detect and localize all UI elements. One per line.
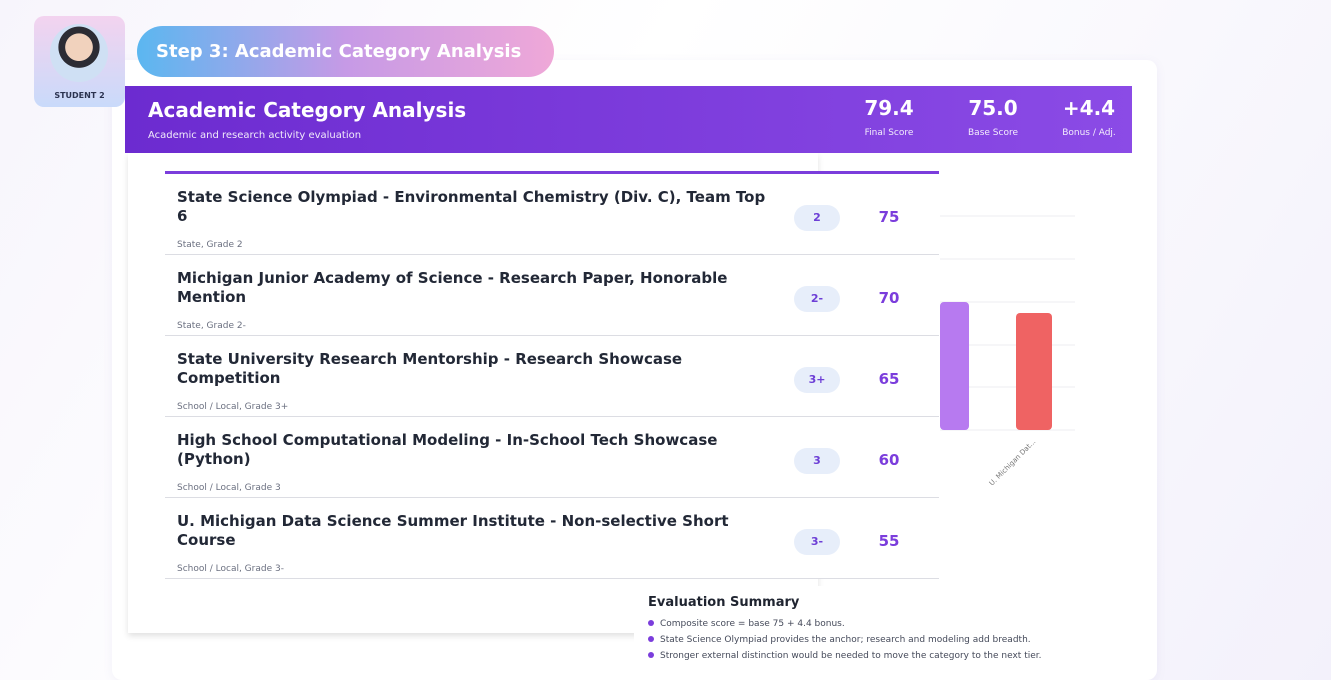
header-title: Academic Category Analysis — [148, 98, 467, 122]
chart-fragment: U. Michigan Dat... — [940, 160, 1105, 585]
activity-title: U. Michigan Data Science Summer Institut… — [177, 512, 729, 549]
student-avatar[interactable]: STUDENT 2 — [34, 16, 125, 107]
score-label: Bonus / Adj. — [1062, 128, 1116, 138]
score-value: 79.4 — [864, 96, 914, 120]
activity-meta: State, Grade 2- — [177, 321, 246, 331]
activity-title: State Science Olympiad - Environmental C… — [177, 188, 766, 225]
activity-row[interactable]: State Science Olympiad - Environmental C… — [165, 174, 939, 255]
activity-title: High School Computational Modeling - In-… — [177, 431, 718, 468]
grade-badge: 3+ — [794, 367, 840, 393]
grade-badge: 3 — [794, 448, 840, 474]
step-pill: Step 3: Academic Category Analysis — [137, 26, 554, 77]
activity-row[interactable]: State University Research Mentorship - R… — [165, 336, 939, 417]
activity-title: State University Research Mentorship - R… — [177, 350, 683, 387]
summary-bullet: State Science Olympiad provides the anch… — [648, 632, 1042, 648]
score-block: +4.4 Bonus / Adj. — [1039, 96, 1139, 138]
category-header: Academic Category Analysis Academic and … — [125, 86, 1132, 153]
score-label: Base Score — [968, 128, 1018, 138]
activity-meta: School / Local, Grade 3 — [177, 483, 281, 493]
summary-bullet: Composite score = base 75 + 4.4 bonus. — [648, 616, 1042, 632]
activity-row[interactable]: Michigan Junior Academy of Science - Res… — [165, 255, 939, 336]
axis-label: U. Michigan Dat... — [988, 438, 1038, 488]
activity-title: Michigan Junior Academy of Science - Res… — [177, 269, 728, 306]
evaluation-summary: Evaluation Summary Composite score = bas… — [634, 586, 1130, 680]
activity-list: State Science Olympiad - Environmental C… — [165, 171, 939, 579]
activity-score: 65 — [878, 370, 900, 388]
bar-fragment — [940, 302, 969, 430]
chart-svg: U. Michigan Dat... — [940, 215, 1075, 488]
score-block: 79.4 Final Score — [839, 96, 939, 138]
score-label: Final Score — [864, 128, 914, 138]
student-label: STUDENT 2 — [54, 91, 105, 100]
activity-row[interactable]: U. Michigan Data Science Summer Institut… — [165, 498, 939, 579]
bar-fragment — [1016, 313, 1052, 430]
grade-badge: 3- — [794, 529, 840, 555]
score-value: +4.4 — [1062, 96, 1116, 120]
activity-meta: School / Local, Grade 3- — [177, 564, 284, 574]
score-block: 75.0 Base Score — [943, 96, 1043, 138]
grade-badge: 2 — [794, 205, 840, 231]
summary-bullet: Stronger external distinction would be n… — [648, 648, 1042, 664]
activity-score: 75 — [878, 208, 900, 226]
grade-badge: 2- — [794, 286, 840, 312]
activity-meta: School / Local, Grade 3+ — [177, 402, 289, 412]
activity-score: 55 — [878, 532, 900, 550]
header-subtitle: Academic and research activity evaluatio… — [148, 130, 362, 141]
activity-row[interactable]: High School Computational Modeling - In-… — [165, 417, 939, 498]
summary-title: Evaluation Summary — [648, 595, 800, 610]
activity-score: 70 — [878, 289, 900, 307]
avatar-photo — [50, 24, 108, 82]
summary-list: Composite score = base 75 + 4.4 bonus. St… — [634, 616, 1042, 664]
activity-meta: State, Grade 2 — [177, 240, 243, 250]
score-value: 75.0 — [968, 96, 1018, 120]
activity-score: 60 — [878, 451, 900, 469]
